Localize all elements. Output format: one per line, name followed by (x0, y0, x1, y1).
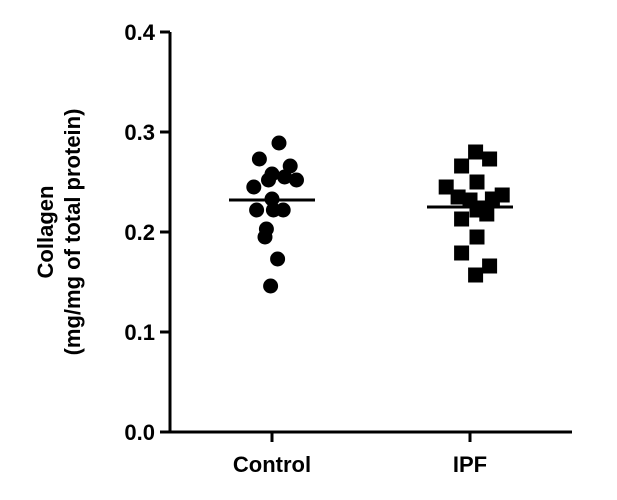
axes: 0.0 0.1 0.2 0.3 0.4 (124, 20, 572, 445)
data-marks (229, 135, 513, 294)
data-point (482, 258, 498, 274)
data-point (271, 135, 287, 151)
data-point (469, 229, 485, 245)
data-point (257, 229, 273, 245)
y-tick-label: 0.3 (124, 120, 155, 145)
data-point (261, 172, 276, 188)
data-point (438, 179, 454, 195)
data-point (482, 151, 498, 167)
data-point (479, 206, 495, 222)
data-point (275, 202, 291, 218)
data-point (454, 211, 470, 227)
data-point (251, 151, 267, 167)
y-axis-label-line-2: (mg/mg of total protein) (60, 109, 85, 356)
series-ipf (427, 144, 513, 283)
data-point (263, 278, 279, 294)
data-point (450, 189, 466, 205)
y-tick-label: 0.1 (124, 320, 155, 345)
y-tick-label: 0.4 (124, 20, 155, 45)
category-label-ipf: IPF (453, 452, 487, 477)
data-point (454, 158, 470, 174)
data-point (249, 202, 265, 218)
data-point (270, 251, 286, 267)
data-point (468, 144, 484, 160)
series-control (229, 135, 315, 294)
data-point (289, 172, 304, 188)
category-label-control: Control (233, 452, 311, 477)
data-point (469, 174, 485, 190)
data-point (277, 169, 293, 185)
y-tick-label: 0.0 (124, 420, 155, 445)
data-point (494, 187, 510, 203)
data-point (454, 245, 470, 261)
data-point (468, 267, 484, 283)
data-point (246, 179, 262, 195)
y-axis-label-line-1: Collagen (33, 186, 58, 279)
x-axis-category-labels: Control IPF (233, 452, 487, 477)
y-tick-label: 0.2 (124, 220, 155, 245)
y-axis-label: Collagen (mg/mg of total protein) (33, 109, 85, 356)
